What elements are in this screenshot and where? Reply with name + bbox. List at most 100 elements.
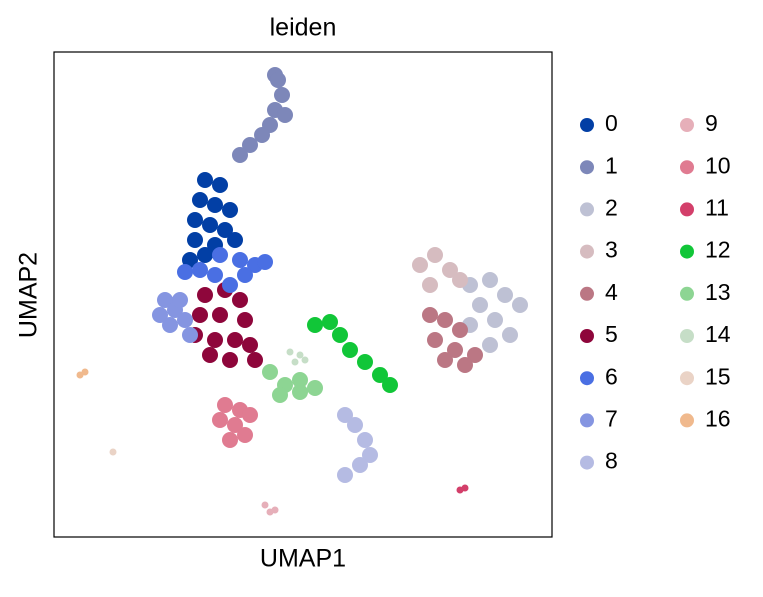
cell-point xyxy=(192,307,208,323)
cell-point xyxy=(292,384,308,400)
cell-point xyxy=(357,432,373,448)
cell-point xyxy=(187,212,203,228)
legend-marker xyxy=(680,202,694,217)
legend-marker xyxy=(680,329,694,343)
cell-point xyxy=(242,407,258,423)
cell-point xyxy=(337,407,353,423)
cell-point xyxy=(227,417,243,433)
cell-point xyxy=(232,147,248,163)
cell-point xyxy=(357,354,373,370)
cell-point xyxy=(237,312,253,328)
legend-label: 6 xyxy=(605,363,618,389)
cell-point xyxy=(217,222,233,238)
legend-marker xyxy=(680,118,694,132)
cell-point xyxy=(207,267,223,283)
legend-marker xyxy=(680,160,694,175)
cell-point xyxy=(412,257,428,273)
cell-point xyxy=(286,348,294,356)
cell-point xyxy=(274,87,290,103)
cell-point xyxy=(192,192,208,208)
cell-point xyxy=(461,484,469,492)
legend-label: 1 xyxy=(605,152,618,178)
cell-point xyxy=(262,364,278,380)
cell-point xyxy=(222,432,238,448)
legend-label: 15 xyxy=(705,363,731,389)
legend-marker xyxy=(680,244,694,259)
cell-point xyxy=(352,457,368,473)
cell-point xyxy=(152,307,168,323)
points xyxy=(76,67,528,516)
legend-label: 3 xyxy=(605,237,618,263)
cell-point xyxy=(272,387,288,403)
y-axis-label: UMAP2 xyxy=(15,252,43,338)
cell-point xyxy=(422,277,438,293)
cell-point xyxy=(487,312,503,328)
cell-point xyxy=(192,262,208,278)
cell-point xyxy=(261,501,269,509)
cell-point xyxy=(247,352,263,368)
cell-point xyxy=(222,202,238,218)
cell-point xyxy=(237,427,253,443)
cell-point xyxy=(177,264,193,280)
legend-label: 4 xyxy=(605,279,618,305)
legend-marker xyxy=(680,286,694,301)
cell-point xyxy=(457,357,473,373)
plot-frame xyxy=(53,51,553,538)
cell-point xyxy=(222,277,238,293)
cell-point xyxy=(254,127,270,143)
legend-marker xyxy=(680,371,694,386)
cell-point xyxy=(242,337,258,353)
cell-point xyxy=(296,351,304,359)
cell-point xyxy=(467,347,483,363)
cell-point xyxy=(227,232,243,248)
cell-point xyxy=(266,508,274,516)
legend-label: 10 xyxy=(705,152,731,178)
legend-marker xyxy=(580,202,594,217)
cell-point xyxy=(177,312,193,328)
legend-marker xyxy=(580,329,594,343)
cell-point xyxy=(187,232,203,248)
cell-point xyxy=(162,317,178,333)
legend-label: 7 xyxy=(605,405,618,431)
legend-marker xyxy=(580,286,594,301)
cell-point xyxy=(207,197,223,213)
cell-point xyxy=(447,342,463,358)
cell-point xyxy=(227,332,243,348)
cell-point xyxy=(342,342,358,358)
cell-point xyxy=(497,287,513,303)
cell-point xyxy=(482,337,498,353)
cell-point xyxy=(502,327,518,343)
legend-marker xyxy=(580,413,594,428)
cell-point xyxy=(157,292,173,308)
legend-label: 11 xyxy=(705,194,729,220)
cell-point xyxy=(301,356,309,364)
cell-point xyxy=(197,172,213,188)
cell-point xyxy=(182,252,198,268)
legend-label: 13 xyxy=(705,279,731,305)
legend-label: 14 xyxy=(705,321,731,347)
legend-marker xyxy=(580,371,594,386)
legend-label: 12 xyxy=(705,237,731,263)
cell-point xyxy=(382,377,398,393)
cell-point xyxy=(437,352,453,368)
legend-marker xyxy=(580,118,594,132)
legend-label: 0 xyxy=(605,110,618,136)
cell-point xyxy=(197,287,213,303)
cell-point xyxy=(347,417,363,433)
cell-point xyxy=(212,177,228,193)
cell-point xyxy=(512,297,528,313)
x-axis-label: UMAP1 xyxy=(260,545,346,573)
legend-label: 9 xyxy=(705,110,718,136)
cell-point xyxy=(427,332,443,348)
cell-point xyxy=(232,292,248,308)
cell-point xyxy=(222,352,238,368)
cell-point xyxy=(292,372,308,388)
cell-point xyxy=(172,292,188,308)
cell-point xyxy=(372,367,388,383)
cell-point xyxy=(242,137,258,153)
cell-point xyxy=(452,272,468,288)
cell-point xyxy=(332,327,348,343)
cell-point xyxy=(337,467,353,483)
